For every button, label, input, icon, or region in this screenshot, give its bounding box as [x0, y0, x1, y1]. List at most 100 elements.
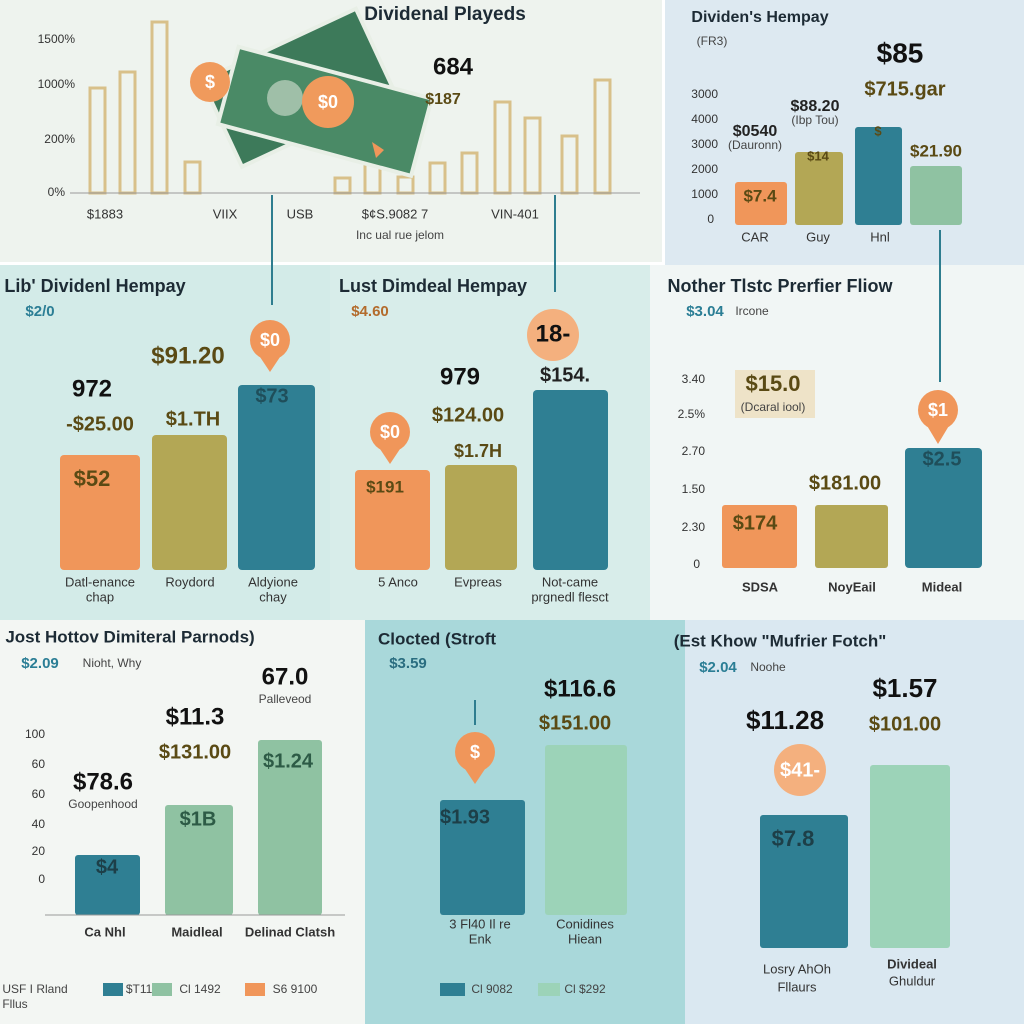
- legend-label: S6 9100: [273, 982, 318, 996]
- label: $: [470, 742, 480, 762]
- label: Palleveod: [259, 692, 312, 706]
- x-label: SDSA: [742, 579, 779, 594]
- label: $715.gar: [864, 78, 945, 100]
- bar: [760, 815, 848, 948]
- x-label: prgnedl flesct: [531, 589, 609, 604]
- y-label: 20: [32, 844, 46, 858]
- label: 18-: [536, 320, 571, 347]
- y-label: 100: [25, 727, 45, 741]
- x-label: Delinad Clatsh: [245, 924, 335, 939]
- label: 979: [440, 363, 480, 390]
- label: $41-: [780, 759, 820, 781]
- label: $78.6: [73, 768, 133, 795]
- x-label: Enk: [469, 931, 492, 946]
- bar: [152, 435, 227, 570]
- x-label: chay: [259, 589, 287, 604]
- label: (Dcaral iool): [741, 400, 806, 414]
- label: $1.24: [263, 750, 314, 772]
- legend-label: Cl 9082: [471, 982, 513, 996]
- badge: [527, 309, 579, 361]
- title: Clocted (Stroft: [378, 629, 496, 648]
- x-label: Roydord: [165, 574, 214, 589]
- x-label: Not-came: [542, 574, 598, 589]
- subtitle-note: Noohe: [750, 660, 786, 674]
- x-label: CAR: [741, 229, 768, 244]
- x-label: $¢S.9082 7: [362, 206, 429, 221]
- y-label: 1000%: [38, 77, 76, 91]
- label: $1.7H: [454, 441, 502, 461]
- label: $88.20: [791, 98, 840, 115]
- x-label: Conidines: [556, 916, 614, 931]
- label: $21.90: [910, 141, 962, 160]
- label: $2.5: [923, 448, 962, 470]
- label: $174: [733, 512, 778, 534]
- legend-label: $T111: [126, 982, 159, 996]
- legend-swatch: [538, 983, 560, 996]
- legend-label: Cl 1492: [179, 982, 221, 996]
- title: (Est Khow "Mufrier Fotch": [674, 631, 887, 650]
- x-label: Guy: [806, 229, 830, 244]
- subtitle: $3.04: [686, 303, 724, 320]
- bar: [815, 505, 888, 568]
- panel-bg: [685, 620, 1024, 1024]
- x-label: VIIX: [213, 206, 238, 221]
- bar: [355, 470, 430, 570]
- legend-swatch: [103, 983, 123, 996]
- pin: [370, 412, 410, 464]
- subtitle: $3.59: [389, 655, 427, 672]
- y-label: 2.5%: [678, 407, 706, 421]
- label: $7.4: [743, 186, 777, 205]
- panel-bg: [665, 0, 1024, 265]
- label: $116.6: [544, 675, 616, 702]
- y-label: 60: [32, 757, 46, 771]
- label: (Ibp Tou): [791, 113, 838, 127]
- x-label: USB: [287, 206, 314, 221]
- label: Goopenhood: [68, 797, 137, 811]
- subtitle: $2/0: [25, 303, 54, 320]
- x-label: Losry AhOh: [763, 961, 831, 976]
- label: $11.28: [746, 705, 824, 735]
- label: $0540: [733, 123, 778, 140]
- bar: [870, 765, 950, 948]
- label: $14: [807, 148, 829, 163]
- title: Jost Hottov Dimiteral Parnods): [5, 627, 254, 646]
- pin: [455, 732, 495, 784]
- y-label: 0: [38, 872, 45, 886]
- y-label: 2.30: [682, 520, 706, 534]
- label: $1.57: [872, 673, 937, 703]
- y-label: 1000: [691, 187, 718, 201]
- label: $52: [74, 466, 111, 491]
- x-label: Evpreas: [454, 574, 502, 589]
- x-label: Ghuldur: [889, 973, 936, 988]
- legend-title: Fllus: [2, 997, 27, 1011]
- bar: [910, 166, 962, 225]
- x-label: Hiean: [568, 931, 602, 946]
- bar: [258, 740, 322, 915]
- label: $0: [380, 422, 400, 442]
- y-label: 2.70: [682, 444, 706, 458]
- title: Nother Tlstc Prerfier Fliow: [667, 276, 893, 296]
- legend-label: Cl $292: [564, 982, 606, 996]
- money-illustration: [190, 6, 435, 179]
- bar: [238, 385, 315, 570]
- label: $1B: [180, 808, 217, 830]
- label: $151.00: [539, 712, 611, 734]
- label: $124.00: [432, 404, 504, 426]
- y-label: 0: [693, 557, 700, 571]
- x-label: Ca Nhl: [84, 924, 125, 939]
- x-label: Aldyione: [248, 574, 298, 589]
- bar: [735, 182, 787, 225]
- y-label: 200%: [44, 132, 75, 146]
- y-label: 60: [32, 787, 46, 801]
- label: $73: [255, 385, 288, 407]
- title: Dividenal Playeds: [364, 4, 526, 25]
- subtitle: $2.09: [21, 655, 59, 672]
- label: $181.00: [809, 472, 881, 494]
- label: $1.TH: [166, 408, 220, 430]
- label: $101.00: [869, 713, 941, 735]
- legend-swatch: [245, 983, 265, 996]
- label: -$25.00: [66, 413, 134, 435]
- label-box: [735, 370, 815, 418]
- label: 972: [72, 375, 112, 402]
- legend-swatch: [152, 983, 172, 996]
